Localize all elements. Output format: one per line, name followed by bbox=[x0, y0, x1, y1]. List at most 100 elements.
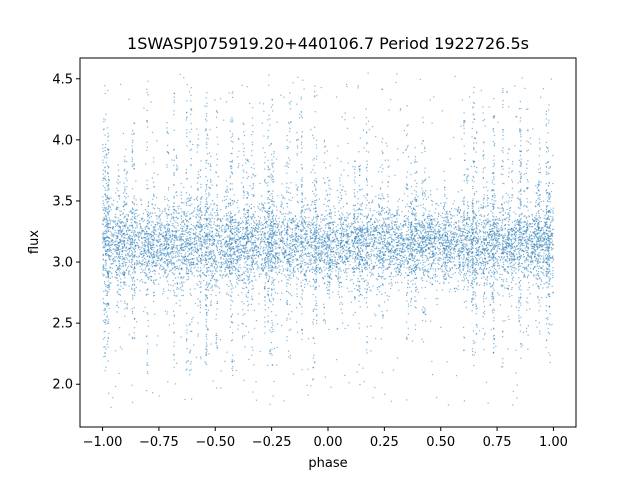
scatter-point bbox=[286, 245, 288, 247]
scatter-point bbox=[547, 234, 549, 236]
scatter-point bbox=[189, 237, 191, 239]
scatter-point bbox=[119, 250, 121, 253]
scatter-point bbox=[341, 258, 343, 260]
scatter-point bbox=[495, 237, 497, 239]
scatter-point bbox=[238, 231, 240, 233]
scatter-point bbox=[545, 218, 547, 220]
scatter-point bbox=[238, 210, 240, 212]
scatter-point bbox=[313, 216, 315, 218]
scatter-point bbox=[171, 230, 173, 233]
scatter-point bbox=[185, 204, 188, 206]
scatter-point bbox=[322, 250, 324, 253]
scatter-point bbox=[447, 241, 450, 244]
scatter-point bbox=[370, 227, 372, 229]
scatter-point bbox=[243, 252, 245, 254]
scatter-point bbox=[491, 285, 493, 288]
scatter-point bbox=[410, 265, 412, 267]
scatter-point bbox=[328, 260, 330, 262]
scatter-point bbox=[363, 237, 366, 239]
scatter-point bbox=[352, 223, 354, 225]
scatter-point bbox=[279, 258, 281, 260]
scatter-point bbox=[439, 268, 441, 270]
scatter-point bbox=[331, 241, 334, 243]
scatter-point bbox=[380, 248, 382, 250]
scatter-point bbox=[165, 241, 168, 243]
scatter-point bbox=[118, 195, 120, 198]
scatter-point bbox=[394, 231, 396, 234]
scatter-point bbox=[256, 222, 258, 225]
scatter-point bbox=[552, 272, 554, 275]
scatter-point bbox=[305, 269, 308, 271]
scatter-point bbox=[479, 268, 481, 270]
scatter-point bbox=[378, 240, 380, 242]
scatter-point bbox=[361, 203, 363, 205]
scatter-point bbox=[370, 218, 372, 220]
scatter-point bbox=[514, 223, 516, 225]
scatter-point bbox=[312, 256, 315, 259]
scatter-point bbox=[250, 271, 252, 273]
scatter-point bbox=[241, 232, 243, 235]
scatter-point bbox=[478, 229, 480, 231]
scatter-point bbox=[456, 240, 458, 242]
scatter-point bbox=[469, 275, 471, 277]
scatter-point bbox=[327, 244, 329, 246]
scatter-point bbox=[299, 266, 301, 269]
scatter-point bbox=[476, 260, 478, 262]
scatter-point bbox=[455, 233, 458, 235]
scatter-point bbox=[137, 262, 139, 264]
scatter-point bbox=[156, 221, 158, 223]
scatter-point bbox=[282, 237, 284, 240]
scatter-point bbox=[112, 260, 115, 262]
scatter-point bbox=[525, 230, 527, 232]
scatter-point bbox=[199, 238, 202, 240]
scatter-point bbox=[187, 211, 189, 213]
scatter-point bbox=[271, 203, 273, 205]
scatter-point bbox=[320, 239, 322, 241]
scatter-point bbox=[115, 249, 118, 251]
scatter-point bbox=[433, 245, 435, 247]
scatter-point bbox=[348, 247, 351, 249]
scatter-point bbox=[237, 243, 239, 245]
scatter-point bbox=[513, 238, 515, 240]
scatter-point bbox=[341, 223, 343, 225]
scatter-point bbox=[129, 274, 131, 276]
scatter-point bbox=[260, 228, 262, 230]
scatter-point bbox=[410, 236, 412, 239]
scatter-point bbox=[399, 274, 402, 277]
scatter-point bbox=[204, 212, 207, 214]
scatter-point bbox=[297, 238, 299, 240]
scatter-point bbox=[391, 283, 393, 285]
scatter-point bbox=[529, 256, 531, 258]
scatter-point bbox=[444, 238, 446, 240]
scatter-point bbox=[451, 256, 453, 258]
scatter-point bbox=[233, 236, 235, 238]
scatter-point bbox=[399, 268, 401, 270]
scatter-point bbox=[159, 220, 161, 222]
scatter-point bbox=[159, 238, 161, 240]
scatter-point bbox=[275, 241, 277, 244]
scatter-point bbox=[380, 237, 382, 239]
scatter-point bbox=[403, 242, 405, 244]
scatter-point bbox=[110, 209, 112, 211]
scatter-point bbox=[541, 227, 544, 229]
scatter-point bbox=[241, 182, 243, 184]
scatter-point bbox=[317, 269, 319, 272]
scatter-point bbox=[511, 269, 513, 271]
scatter-point bbox=[261, 240, 263, 242]
scatter-point bbox=[548, 248, 550, 250]
scatter-point bbox=[418, 251, 421, 253]
scatter-point bbox=[227, 276, 229, 278]
scatter-point bbox=[531, 234, 533, 236]
scatter-point bbox=[373, 237, 375, 239]
scatter-point bbox=[275, 234, 277, 236]
scatter-point bbox=[522, 236, 524, 239]
scatter-point bbox=[445, 224, 447, 226]
scatter-point bbox=[164, 236, 166, 239]
scatter-point bbox=[416, 249, 419, 251]
scatter-point bbox=[542, 233, 544, 235]
scatter-point bbox=[389, 229, 391, 231]
scatter-point bbox=[317, 237, 319, 239]
scatter-point bbox=[416, 288, 418, 291]
scatter-point bbox=[371, 234, 373, 237]
scatter-point bbox=[252, 263, 254, 266]
